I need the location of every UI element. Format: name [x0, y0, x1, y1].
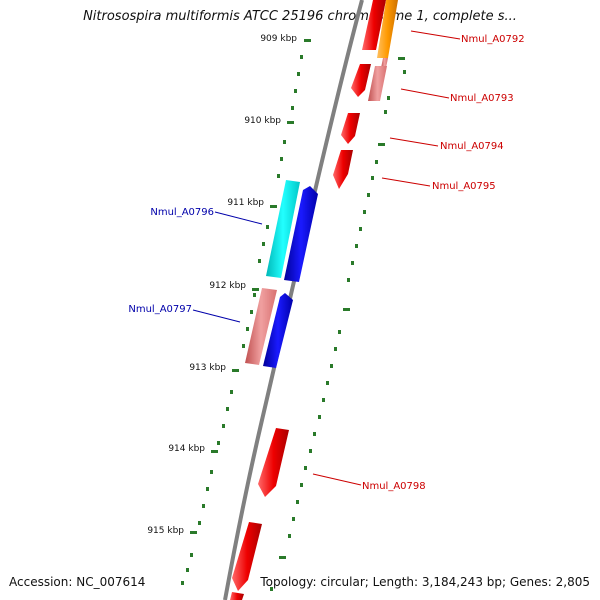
outer-tick-row: [181, 55, 303, 585]
gene-label-nmul-a0792[interactable]: Nmul_A0792: [461, 34, 525, 45]
gene-nmul-a0792[interactable]: [362, 0, 398, 68]
tick-912: 912 kbp: [209, 281, 259, 291]
tick-label: 910 kbp: [244, 116, 281, 126]
tick-label: 913 kbp: [189, 363, 226, 373]
gene-nmul-a0798[interactable]: [258, 428, 289, 497]
gene-label-nmul-a0794[interactable]: Nmul_A0794: [440, 141, 504, 152]
tick-909: 909 kbp: [260, 34, 311, 44]
gene-label-nmul-a0793[interactable]: Nmul_A0793: [450, 93, 514, 104]
gene-label-nmul-a0798[interactable]: Nmul_A0798: [362, 481, 426, 492]
tick-911: 911 kbp: [227, 198, 277, 208]
map-title: Nitrosospira multiformis ATCC 25196 chro…: [83, 9, 517, 24]
forward-gene-labels: Nmul_A0792 Nmul_A0793 Nmul_A0794 Nmul_A0…: [362, 34, 525, 492]
leader-lines: [192, 30, 461, 486]
gene-nmul-a0795[interactable]: [333, 150, 353, 189]
tick-914: 914 kbp: [168, 444, 218, 454]
accession-text: Accession: NC_007614: [9, 575, 146, 589]
inner-tick-row: [270, 57, 406, 591]
topology-text: Topology: circular; Length: 3,184,243 bp…: [260, 575, 590, 589]
gene-nmul-a0791[interactable]: [351, 64, 371, 97]
chromosome-backbone: [223, 0, 364, 600]
tick-915: 915 kbp: [147, 526, 197, 536]
gene-label-nmul-a0795[interactable]: Nmul_A0795: [432, 181, 496, 192]
tick-913: 913 kbp: [189, 363, 239, 373]
tick-label: 914 kbp: [168, 444, 205, 454]
gene-nmul-a0799[interactable]: [230, 522, 262, 600]
tick-label: 911 kbp: [227, 198, 264, 208]
tick-label: 915 kbp: [147, 526, 184, 536]
gene-nmul-a0796[interactable]: [266, 180, 318, 282]
gene-label-nmul-a0797[interactable]: Nmul_A0797: [128, 304, 192, 315]
tick-910: 910 kbp: [244, 116, 294, 126]
tick-label: 912 kbp: [209, 281, 246, 291]
reverse-gene-labels: Nmul_A0796 Nmul_A0797: [128, 207, 214, 315]
gene-label-nmul-a0796[interactable]: Nmul_A0796: [150, 207, 214, 218]
gene-nmul-a0797[interactable]: [245, 288, 293, 368]
tick-label: 909 kbp: [260, 34, 297, 44]
gene-nmul-a0794[interactable]: [341, 113, 360, 144]
gene-nmul-a0793[interactable]: [368, 66, 387, 101]
